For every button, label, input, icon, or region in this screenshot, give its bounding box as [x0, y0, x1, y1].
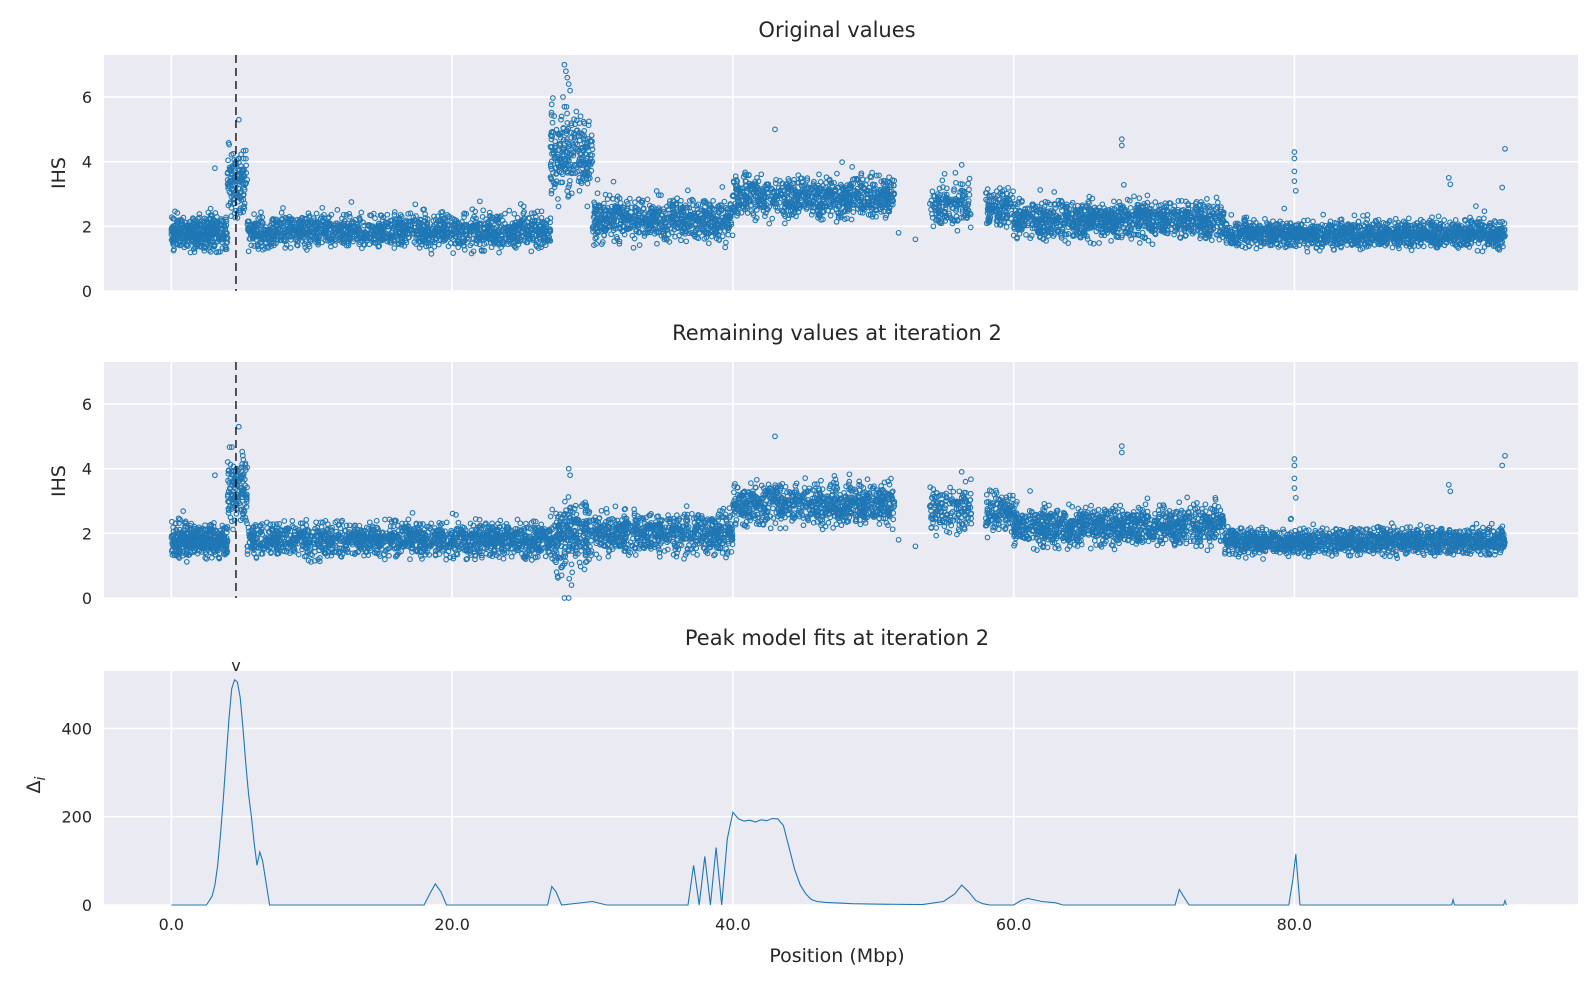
data-point — [211, 242, 218, 248]
data-point — [208, 228, 215, 235]
data-point — [219, 234, 226, 241]
data-point — [168, 214, 175, 221]
data-point — [205, 209, 212, 216]
data-point — [192, 245, 198, 252]
data-point — [222, 224, 228, 230]
data-point — [242, 147, 249, 154]
data-point — [243, 155, 249, 162]
data-point — [172, 223, 179, 229]
data-point — [177, 226, 184, 233]
data-point — [189, 224, 195, 231]
data-point — [180, 238, 186, 244]
data-point — [170, 236, 177, 243]
data-point — [228, 205, 235, 211]
data-point — [225, 157, 231, 164]
data-point — [215, 231, 222, 238]
plot-area — [104, 55, 1578, 291]
data-point — [186, 232, 192, 239]
data-point — [187, 249, 194, 256]
data-point — [176, 242, 183, 249]
data-point — [225, 183, 232, 189]
data-point — [212, 235, 219, 242]
data-point — [174, 218, 181, 224]
data-point — [234, 179, 241, 185]
data-point — [177, 232, 184, 238]
data-point — [228, 213, 235, 219]
data-point — [207, 215, 213, 222]
data-point — [207, 241, 214, 248]
data-point — [239, 166, 246, 173]
data-point — [195, 215, 201, 222]
data-point — [208, 220, 215, 227]
data-point — [240, 191, 247, 198]
data-point — [202, 226, 209, 232]
data-point — [227, 166, 234, 172]
data-point — [208, 231, 214, 238]
data-point — [244, 176, 251, 183]
data-point — [358, 209, 365, 216]
data-point — [237, 190, 244, 196]
data-point — [231, 165, 237, 172]
data-point — [194, 226, 200, 233]
data-point — [233, 157, 240, 163]
data-point — [219, 245, 226, 251]
data-point — [201, 245, 207, 252]
data-point — [185, 238, 192, 244]
data-point — [170, 247, 177, 254]
data-point — [243, 162, 250, 169]
data-point — [348, 199, 355, 205]
data-point — [237, 205, 244, 212]
data-point — [225, 140, 232, 146]
data-point — [171, 233, 177, 240]
data-point — [436, 241, 442, 248]
y-tick-label: 2 — [82, 217, 92, 236]
data-point — [240, 155, 247, 162]
data-point — [238, 197, 245, 203]
data-point — [189, 222, 195, 229]
data-point — [196, 214, 203, 221]
data-point — [223, 214, 229, 221]
data-point — [174, 210, 181, 216]
data-point — [190, 215, 196, 221]
y-tick-label: 4 — [82, 153, 92, 172]
data-point — [224, 239, 231, 245]
data-point — [231, 190, 238, 196]
data-point — [240, 172, 247, 179]
data-point — [192, 237, 199, 244]
data-point — [234, 194, 240, 201]
data-point — [228, 151, 235, 158]
y-axis-label: IHS — [48, 157, 70, 189]
y-tick-label: 0 — [82, 282, 92, 301]
data-point — [213, 225, 219, 232]
data-point — [217, 248, 223, 255]
data-point — [241, 205, 248, 212]
data-point — [218, 217, 225, 224]
data-point — [180, 225, 187, 232]
scatter-points — [168, 61, 1508, 257]
data-point — [201, 235, 208, 241]
data-point — [191, 249, 198, 255]
y-tick-label: 6 — [82, 88, 92, 107]
data-point — [240, 148, 247, 154]
